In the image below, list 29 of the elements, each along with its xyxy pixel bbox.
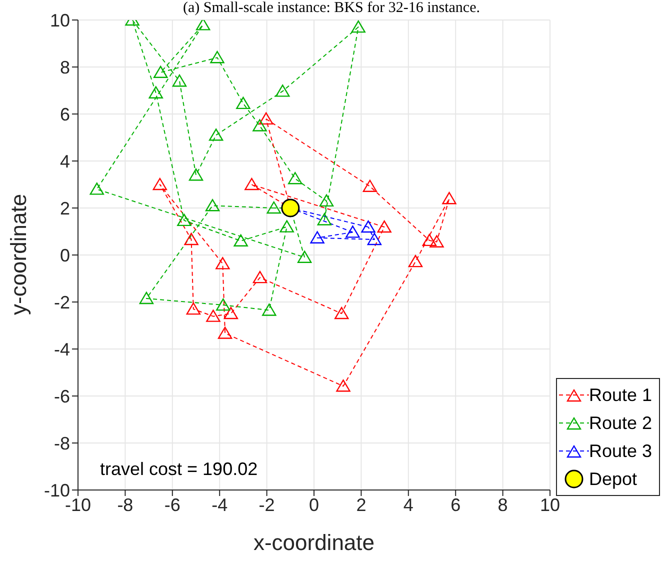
x-tick-label: 4 [403, 494, 414, 515]
x-tick-label: -4 [212, 494, 228, 515]
legend-label: Route 2 [589, 412, 652, 434]
x-axis-title: x-coordinate [253, 530, 375, 555]
x-tick-label: -2 [258, 494, 275, 515]
y-tick-label: -6 [54, 386, 70, 406]
y-tick-label: 8 [60, 57, 70, 78]
y-tick-label: -10 [44, 480, 70, 500]
y-tick-label: 4 [60, 151, 70, 172]
x-tick-label: 10 [540, 494, 560, 515]
y-tick-label: 10 [50, 10, 70, 30]
chart-title: (a) Small-scale instance: BKS for 32-16 instance. [183, 0, 480, 16]
legend-label: Route 1 [589, 384, 652, 406]
y-tick-label: 6 [60, 104, 70, 124]
y-tick-label: 0 [60, 245, 70, 266]
x-tick-label: 6 [450, 494, 461, 515]
x-tick-label: 0 [308, 494, 320, 515]
y-tick-label: -4 [54, 339, 70, 360]
x-tick-label: 8 [498, 494, 508, 515]
x-tick-label: 2 [356, 494, 366, 515]
y-tick-label: -2 [54, 292, 70, 312]
annotation: travel cost = 190.02 [100, 459, 258, 480]
x-tick-label: -6 [164, 494, 180, 515]
y-axis-title: y-coordinate [6, 194, 31, 315]
y-tick-label: 2 [60, 198, 70, 218]
x-tick-label: -8 [117, 494, 134, 515]
y-tick-label: -8 [54, 433, 70, 454]
legend-label: Route 3 [589, 440, 652, 462]
legend-label: Depot [589, 468, 638, 490]
